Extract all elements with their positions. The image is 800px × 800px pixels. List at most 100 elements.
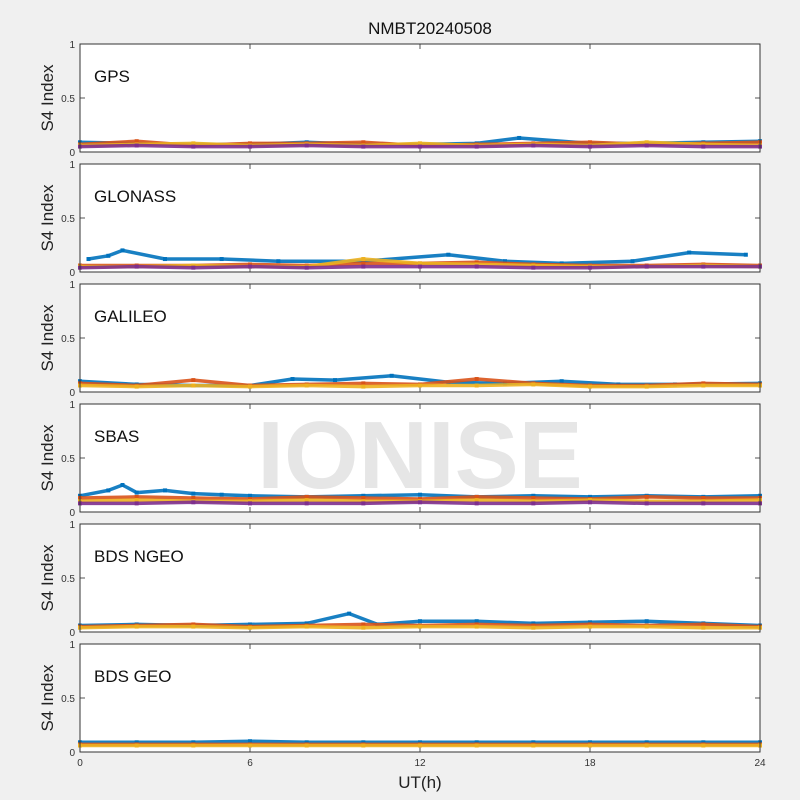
- panel-label: SBAS: [94, 427, 139, 446]
- y-tick-label: 0: [69, 388, 75, 399]
- panel-3: 0 0.5 1 SBAS S4 Index: [38, 400, 762, 519]
- y-tick-label: 0: [69, 268, 75, 279]
- data-point: [134, 143, 139, 148]
- data-point: [134, 743, 139, 748]
- data-point: [361, 259, 366, 264]
- data-point: [106, 488, 111, 493]
- data-point: [361, 499, 366, 504]
- data-point: [531, 499, 536, 504]
- data-point: [304, 624, 309, 629]
- data-point: [248, 144, 252, 149]
- data-point: [163, 257, 167, 262]
- data-point: [304, 265, 309, 270]
- panel-1: 0 0.5 1 GLONASS S4 Index: [38, 160, 762, 279]
- data-point: [361, 140, 366, 145]
- data-point: [701, 499, 706, 504]
- data-point: [474, 624, 479, 629]
- y-tick-label: 1: [69, 640, 75, 651]
- y-axis-label: S4 Index: [38, 424, 57, 492]
- data-point: [134, 264, 139, 269]
- data-point: [474, 264, 479, 269]
- data-point: [191, 265, 196, 270]
- data-point: [248, 743, 252, 748]
- panel-background: [80, 164, 760, 272]
- data-point: [361, 622, 366, 627]
- data-point: [304, 143, 309, 148]
- y-axis-label: S4 Index: [38, 544, 57, 612]
- data-point: [644, 619, 649, 624]
- data-point: [248, 141, 252, 146]
- data-point: [701, 625, 706, 630]
- panel-0: 0 0.5 1 GPS S4 Index: [38, 40, 762, 159]
- data-point: [701, 740, 706, 745]
- data-point: [588, 140, 592, 145]
- data-point: [418, 492, 422, 497]
- data-point: [531, 263, 536, 268]
- data-point: [134, 624, 139, 629]
- data-point: [219, 492, 224, 497]
- data-point: [191, 743, 196, 748]
- panel-label: BDS NGEO: [94, 547, 184, 566]
- y-axis-label: S4 Index: [38, 184, 57, 252]
- data-point: [701, 501, 706, 506]
- panel-4: 0 0.5 1 BDS NGEO S4 Index: [38, 520, 762, 639]
- data-point: [474, 494, 479, 499]
- data-point: [361, 495, 366, 500]
- data-point: [276, 259, 281, 264]
- data-point: [644, 384, 649, 389]
- data-point: [361, 261, 366, 266]
- data-point: [361, 740, 366, 745]
- data-point: [701, 383, 706, 388]
- x-tick-label: 6: [247, 758, 253, 769]
- panel-2: 0 0.5 1 GALILEO S4 Index: [38, 280, 762, 399]
- y-tick-label: 1: [69, 280, 75, 291]
- data-point: [389, 373, 394, 378]
- data-point: [588, 494, 592, 499]
- data-point: [163, 488, 167, 493]
- data-point: [531, 625, 536, 630]
- y-tick-label: 1: [69, 40, 75, 51]
- data-point: [134, 490, 139, 495]
- data-point: [588, 144, 592, 149]
- panel-label: GPS: [94, 67, 130, 86]
- data-point: [248, 264, 252, 269]
- x-tick-label: 0: [77, 758, 83, 769]
- data-point: [304, 740, 309, 745]
- data-point: [644, 499, 649, 504]
- panel-label: GLONASS: [94, 187, 176, 206]
- data-point: [248, 384, 252, 389]
- panel-frame: [79, 403, 761, 513]
- data-point: [191, 740, 196, 745]
- data-point: [474, 260, 479, 265]
- data-point: [588, 624, 592, 629]
- data-point: [418, 619, 422, 624]
- panel-frame: [79, 43, 761, 153]
- data-point: [418, 383, 422, 388]
- panels-group: 0 0.5 1 GPS S4 Index 0 0.5 1 GLONASS S4 Index 0 0.5…: [38, 40, 766, 769]
- x-tick-label: 18: [584, 758, 596, 769]
- y-tick-label: 0.5: [61, 94, 75, 105]
- data-point: [418, 740, 422, 745]
- y-tick-label: 0: [69, 508, 75, 519]
- data-point: [644, 624, 649, 629]
- panel-frame: [79, 643, 761, 753]
- data-point: [248, 497, 252, 502]
- data-point: [531, 740, 536, 745]
- data-point: [474, 622, 479, 627]
- data-point: [588, 740, 592, 745]
- data-point: [304, 494, 309, 499]
- y-tick-label: 0.5: [61, 454, 75, 465]
- data-point: [644, 264, 649, 269]
- data-point: [531, 495, 536, 500]
- data-point: [531, 143, 536, 148]
- data-point: [304, 501, 309, 506]
- data-point: [418, 743, 422, 748]
- data-point: [191, 144, 196, 149]
- panel-frame: [79, 283, 761, 393]
- data-point: [701, 264, 706, 269]
- data-point: [474, 144, 479, 149]
- data-point: [304, 498, 309, 503]
- data-point: [134, 139, 139, 144]
